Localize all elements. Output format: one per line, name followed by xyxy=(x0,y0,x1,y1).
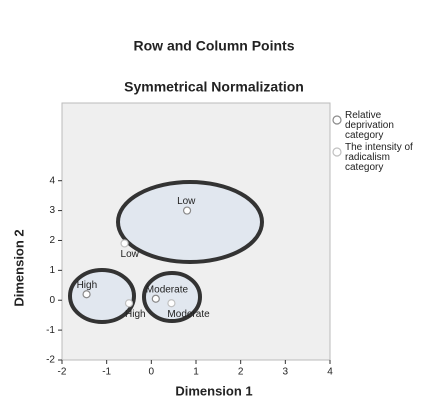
point-label: Low xyxy=(121,249,140,260)
point xyxy=(182,206,192,215)
y-tick-label: 3 xyxy=(49,205,55,216)
y-tick-label: 2 xyxy=(49,235,55,246)
point-label: Moderate xyxy=(167,309,210,320)
legend-marker xyxy=(332,147,342,157)
x-tick-label: 4 xyxy=(327,367,333,378)
y-tick-label: -1 xyxy=(46,325,55,336)
point xyxy=(120,239,129,248)
y-tick-label: -2 xyxy=(46,355,55,366)
ellipse xyxy=(116,180,264,264)
point xyxy=(151,294,160,303)
x-tick-label: -2 xyxy=(58,367,67,378)
x-axis-label: Dimension 1 xyxy=(175,383,252,398)
point xyxy=(167,299,176,308)
y-axis-label: Dimension 2 xyxy=(11,229,26,306)
point-label: Low xyxy=(177,196,196,207)
chart-subtitle: Symmetrical Normalization xyxy=(124,79,304,95)
point xyxy=(124,299,134,308)
y-tick-label: 4 xyxy=(49,175,55,186)
point-label: High xyxy=(125,309,146,320)
legend-label: The intensity of radicalism category xyxy=(345,142,413,173)
ellipse xyxy=(142,271,202,323)
point xyxy=(82,290,91,299)
x-tick-label: 0 xyxy=(149,367,155,378)
x-tick-label: 3 xyxy=(283,367,289,378)
legend-marker xyxy=(332,115,342,125)
x-tick-label: -1 xyxy=(102,367,111,378)
point-label: Moderate xyxy=(146,284,189,295)
point-label: High xyxy=(77,280,98,291)
x-tick-label: 2 xyxy=(238,367,244,378)
chart-title: Row and Column Points xyxy=(134,38,295,54)
annotation-ellipses xyxy=(68,180,264,324)
legend-label: Relative deprivation category xyxy=(345,110,394,141)
x-tick-label: 1 xyxy=(193,367,199,378)
ellipse xyxy=(68,268,136,324)
y-tick-label: 1 xyxy=(49,265,55,276)
y-tick-label: 0 xyxy=(49,295,55,306)
